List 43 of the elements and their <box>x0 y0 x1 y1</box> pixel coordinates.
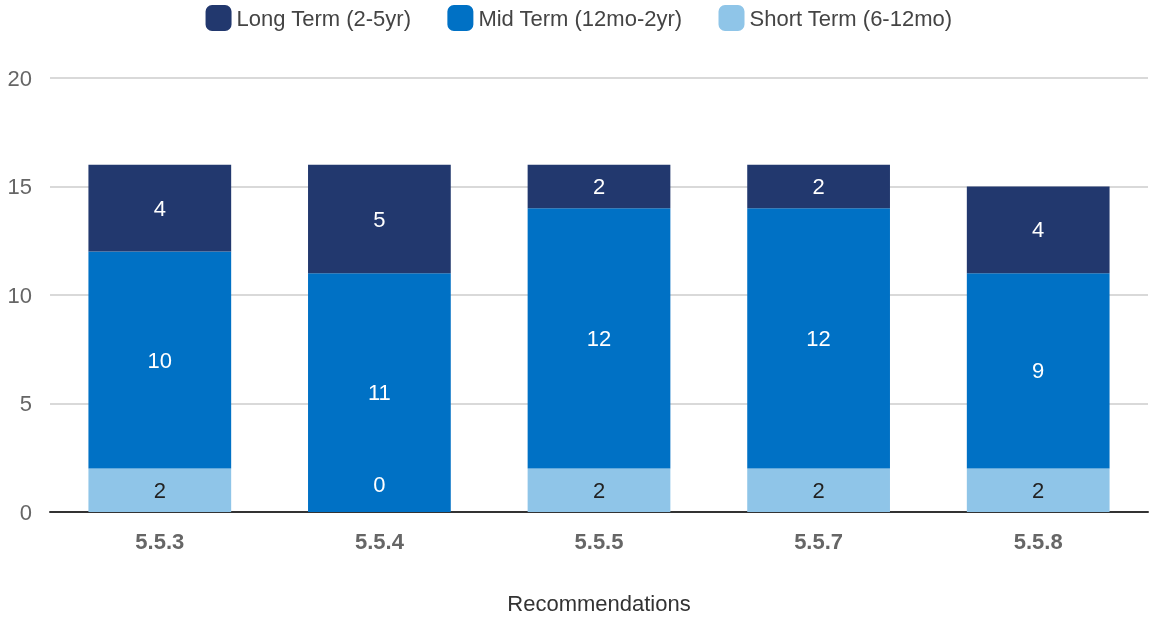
data-label: 12 <box>586 325 612 351</box>
data-label: 2 <box>1032 477 1045 503</box>
bar <box>966 273 1110 469</box>
data-label: 2 <box>592 477 606 503</box>
legend-label: Mid Term (12mo-2yr) <box>478 5 683 31</box>
data-label: 12 <box>806 325 831 351</box>
data-label: 11 <box>367 380 391 406</box>
bar <box>527 164 671 209</box>
data-label: 2 <box>153 477 166 503</box>
data-label: 5 <box>373 206 386 232</box>
data-label: 4 <box>1032 217 1045 243</box>
bar <box>88 164 232 252</box>
data-label: 2 <box>812 477 825 503</box>
data-label: 10 <box>147 347 173 373</box>
data-label: 4 <box>153 195 166 221</box>
x-tick-label: 5.5.4 <box>354 528 405 554</box>
legend-label: Long Term (2-5yr) <box>236 5 411 31</box>
bar <box>308 273 451 512</box>
bar <box>747 164 890 209</box>
bar <box>88 468 232 512</box>
y-tick-label: 0 <box>19 499 32 525</box>
data-label: 2 <box>592 174 606 199</box>
data-label: 2 <box>812 174 825 199</box>
legend-label: Short Term (6-12mo) <box>749 5 953 31</box>
x-tick-label: 5.5.3 <box>135 528 185 554</box>
bar <box>747 208 890 469</box>
bar <box>527 208 671 469</box>
y-tick-label: 5 <box>19 391 32 416</box>
data-label: 9 <box>1032 358 1045 384</box>
x-tick-label: 5.5.7 <box>794 528 844 554</box>
y-tick-label: 20 <box>7 65 32 91</box>
bar <box>747 468 890 512</box>
x-axis-title: Recommendations <box>507 590 691 616</box>
y-tick-label: 15 <box>7 174 32 199</box>
annotation: 0 <box>373 472 386 497</box>
x-tick-label: 5.5.8 <box>1013 528 1063 554</box>
bar <box>88 251 232 469</box>
x-tick-label: 5.5.5 <box>574 528 624 554</box>
bar <box>308 164 451 274</box>
bar <box>527 468 671 512</box>
bar <box>966 186 1110 274</box>
y-tick-label: 10 <box>7 282 32 308</box>
bar <box>966 468 1110 512</box>
